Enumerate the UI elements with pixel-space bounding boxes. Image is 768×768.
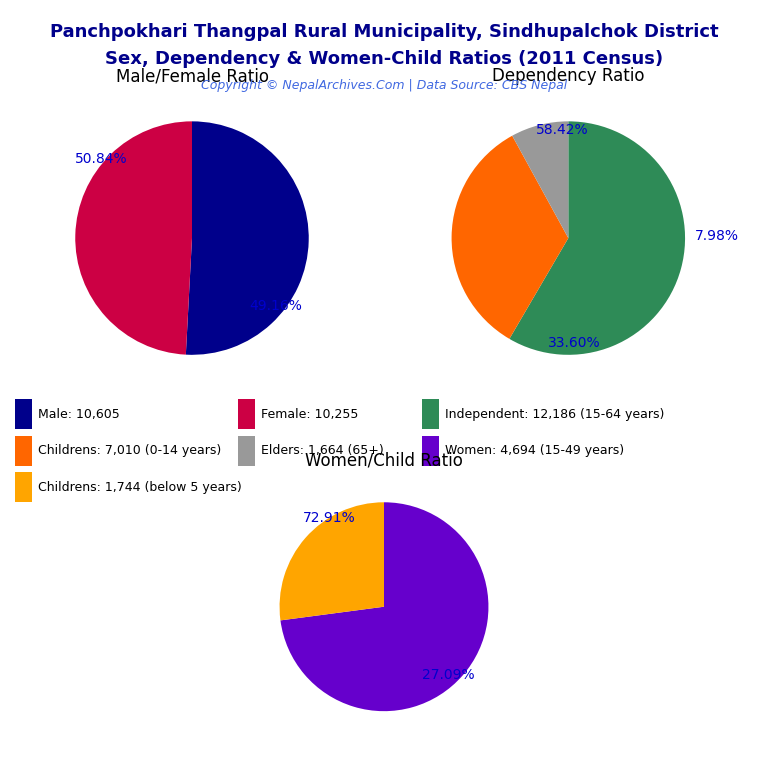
Wedge shape	[75, 121, 192, 355]
Text: 50.84%: 50.84%	[74, 152, 127, 166]
Bar	[422, 399, 439, 429]
Text: 49.16%: 49.16%	[250, 299, 303, 313]
Title: Women/Child Ratio: Women/Child Ratio	[305, 451, 463, 469]
Wedge shape	[280, 502, 384, 621]
Text: Women: 4,694 (15-49 years): Women: 4,694 (15-49 years)	[445, 444, 624, 457]
Text: Elders: 1,664 (65+): Elders: 1,664 (65+)	[261, 444, 384, 457]
Text: Male: 10,605: Male: 10,605	[38, 408, 120, 421]
Text: Sex, Dependency & Women-Child Ratios (2011 Census): Sex, Dependency & Women-Child Ratios (20…	[105, 50, 663, 68]
Bar	[238, 435, 255, 465]
Text: Childrens: 1,744 (below 5 years): Childrens: 1,744 (below 5 years)	[38, 481, 242, 494]
Text: 27.09%: 27.09%	[422, 667, 475, 682]
Bar	[15, 435, 32, 465]
Text: 7.98%: 7.98%	[694, 229, 738, 243]
Text: Independent: 12,186 (15-64 years): Independent: 12,186 (15-64 years)	[445, 408, 665, 421]
Wedge shape	[512, 121, 568, 238]
Bar	[15, 472, 32, 502]
Text: 58.42%: 58.42%	[536, 123, 589, 137]
Text: Childrens: 7,010 (0-14 years): Childrens: 7,010 (0-14 years)	[38, 444, 222, 457]
Bar	[238, 399, 255, 429]
Text: 33.60%: 33.60%	[548, 336, 601, 350]
Text: 72.91%: 72.91%	[303, 511, 356, 525]
Wedge shape	[186, 121, 309, 355]
Text: Copyright © NepalArchives.Com | Data Source: CBS Nepal: Copyright © NepalArchives.Com | Data Sou…	[201, 79, 567, 92]
Bar	[15, 399, 32, 429]
Wedge shape	[280, 502, 488, 711]
Bar	[422, 435, 439, 465]
Title: Male/Female Ratio: Male/Female Ratio	[115, 67, 269, 85]
Wedge shape	[452, 136, 568, 339]
Text: Female: 10,255: Female: 10,255	[261, 408, 359, 421]
Title: Dependency Ratio: Dependency Ratio	[492, 67, 644, 85]
Text: Panchpokhari Thangpal Rural Municipality, Sindhupalchok District: Panchpokhari Thangpal Rural Municipality…	[50, 23, 718, 41]
Wedge shape	[509, 121, 685, 355]
